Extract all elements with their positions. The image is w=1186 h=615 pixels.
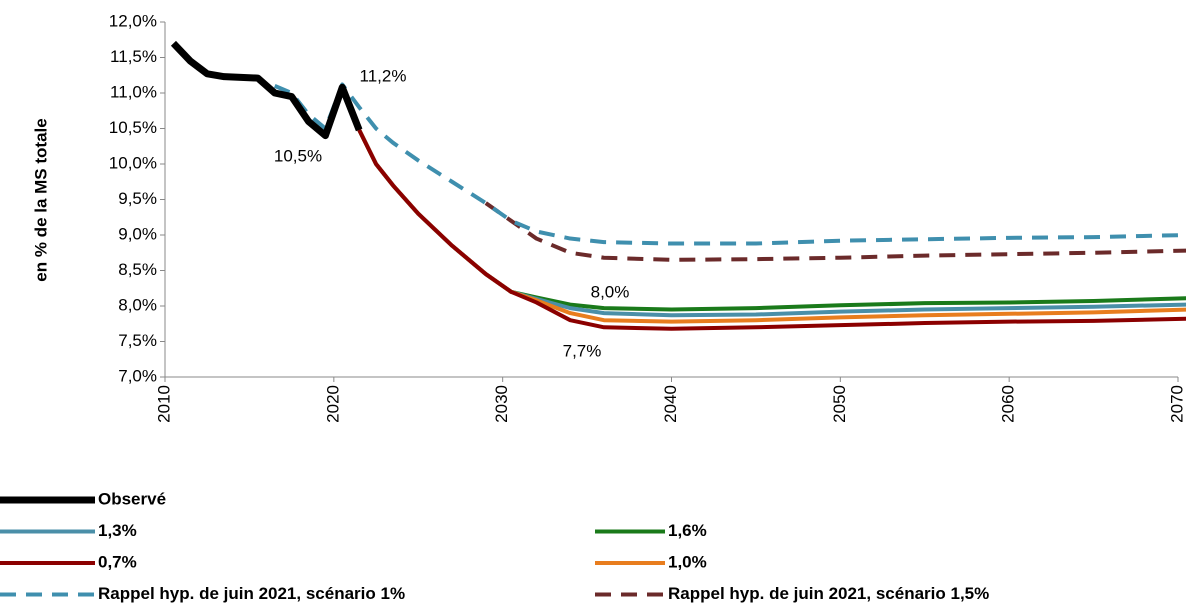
series-line <box>484 201 1186 262</box>
y-tick-label: 12,0% <box>109 11 157 30</box>
y-tick-label: 8,5% <box>118 260 157 279</box>
y-tick-label: 9,5% <box>118 189 157 208</box>
series-line <box>357 129 1186 318</box>
y-tick-label: 7,5% <box>118 331 157 350</box>
y-tick-label: 10,5% <box>109 118 157 137</box>
y-tick-label: 9,0% <box>118 224 157 243</box>
x-tick-label: 2060 <box>999 385 1018 423</box>
series-line <box>273 82 1186 246</box>
series-line <box>357 129 1186 331</box>
x-tick-label: 2020 <box>323 385 342 423</box>
x-tick-label: 2030 <box>492 385 511 423</box>
legend-label: Observé <box>98 489 166 508</box>
annotation: 8,0% <box>591 282 630 301</box>
y-tick-label: 8,0% <box>118 295 157 314</box>
legend-label: 1,3% <box>98 521 137 540</box>
series-line <box>170 40 363 140</box>
annotation: 10,5% <box>274 146 322 165</box>
legend-label: Rappel hyp. de juin 2021, scénario 1% <box>98 584 405 603</box>
legend-label: Rappel hyp. de juin 2021, scénario 1,5% <box>668 584 989 603</box>
legend-label: 1,0% <box>668 552 707 571</box>
y-axis-label: en % de la MS totale <box>31 118 50 281</box>
series-line <box>357 129 1186 312</box>
legend-label: 1,6% <box>668 521 707 540</box>
x-tick-label: 2050 <box>830 385 849 423</box>
x-tick-label: 2010 <box>154 385 173 423</box>
y-tick-label: 11,0% <box>110 82 157 101</box>
legend-label: 0,7% <box>98 552 137 571</box>
y-tick-label: 11,5% <box>110 47 157 66</box>
y-tick-label: 7,0% <box>118 366 157 385</box>
series-line <box>357 129 1186 324</box>
annotation: 7,7% <box>563 341 602 360</box>
x-tick-label: 2040 <box>661 385 680 423</box>
annotation: 11,2% <box>360 66 407 85</box>
x-tick-label: 2070 <box>1167 385 1186 423</box>
y-tick-label: 10,0% <box>109 153 157 172</box>
